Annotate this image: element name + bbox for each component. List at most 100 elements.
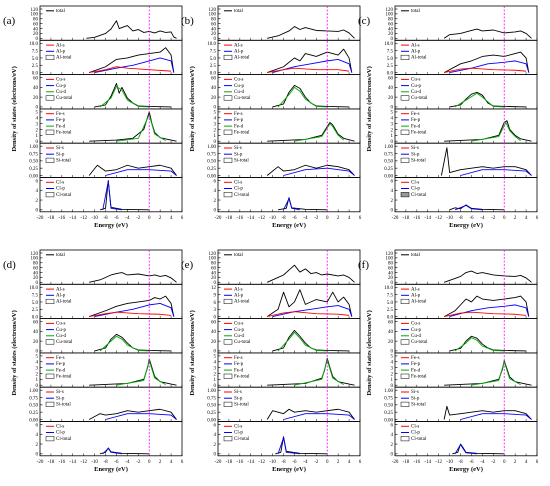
y-tick-label: 100 bbox=[209, 13, 217, 18]
y-tick-label: 40 bbox=[388, 271, 394, 276]
x-tick-label: 0 bbox=[148, 460, 151, 465]
legend-label: Fe-s bbox=[234, 112, 243, 117]
y-tick-label: 0 bbox=[391, 453, 394, 458]
y-tick-label: 0.25 bbox=[29, 411, 38, 416]
legend-label: Si-p bbox=[234, 396, 243, 401]
y-tick-label: 0.50 bbox=[384, 160, 393, 165]
y-tick-label: 1.00 bbox=[29, 145, 38, 150]
series-line-si-total bbox=[266, 164, 355, 176]
series-line-cu-d bbox=[454, 92, 505, 108]
x-tick-label: -2 bbox=[136, 460, 141, 465]
x-tick-label: -12 bbox=[80, 216, 87, 221]
x-tick-label: 0 bbox=[148, 216, 151, 221]
x-tick-label: 6 bbox=[359, 216, 362, 221]
legend-label: total bbox=[234, 9, 243, 14]
legend-label: Cu-s bbox=[234, 78, 244, 83]
series-line-cl-p bbox=[283, 198, 300, 211]
y-axis-label: Density of states (electrons/eV) bbox=[366, 66, 373, 151]
legend-label: Cl-total bbox=[56, 193, 72, 198]
series-line-si-p bbox=[283, 413, 355, 420]
y-tick-label: 0.25 bbox=[207, 411, 216, 416]
x-tick-label: -16 bbox=[237, 460, 244, 465]
y-tick-label: 0.00 bbox=[29, 174, 38, 179]
x-tick-label: -8 bbox=[281, 460, 286, 465]
legend-swatch bbox=[400, 436, 410, 442]
x-tick-label: -14 bbox=[424, 460, 431, 465]
legend-swatch bbox=[45, 436, 55, 442]
legend-label: Al-p bbox=[411, 50, 421, 55]
x-tick-label: 0 bbox=[503, 216, 506, 221]
x-tick-label: -12 bbox=[80, 460, 87, 465]
y-tick-label: 6 bbox=[36, 179, 39, 184]
y-tick-label: 2 bbox=[391, 199, 394, 204]
x-tick-label: -4 bbox=[303, 216, 308, 221]
x-tick-label: -4 bbox=[303, 460, 308, 465]
subplot-al-total: 0 3 6 9 12 Al-s Al-pAl-total bbox=[211, 283, 361, 320]
series-line-si-total bbox=[443, 405, 532, 420]
y-tick-label: 0.50 bbox=[207, 160, 216, 165]
y-tick-label: 0 bbox=[391, 384, 394, 389]
legend-label: Fe-p bbox=[56, 118, 66, 123]
legend-label: total bbox=[411, 253, 420, 258]
y-tick-label: 2 bbox=[391, 372, 394, 377]
series-line-cl-p bbox=[277, 437, 300, 455]
y-axis-label: Density of states (electrons/eV) bbox=[11, 66, 18, 151]
y-tick-label: 1 bbox=[36, 134, 39, 139]
x-tick-label: -10 bbox=[269, 460, 276, 465]
y-tick-label: 0.75 bbox=[384, 152, 393, 157]
y-tick-label: 0.25 bbox=[207, 167, 216, 172]
x-tick-label: -16 bbox=[237, 216, 244, 221]
series-line-si-total bbox=[266, 408, 355, 420]
y-tick-label: 120 bbox=[31, 8, 39, 13]
x-tick-label: -16 bbox=[414, 460, 421, 465]
x-tick-label: 4 bbox=[348, 460, 351, 465]
y-axis-label: Density of states (electrons/eV) bbox=[189, 310, 196, 395]
y-tick-label: 6 bbox=[391, 423, 394, 428]
subplot-cu-total: 0 20 40 60 Cu-sCu-pCu-dCu-total bbox=[388, 318, 538, 355]
subplot-frame bbox=[217, 177, 361, 213]
legend-label: Fe-total bbox=[56, 131, 72, 136]
legend-label: Cl-p bbox=[56, 431, 65, 436]
legend-label: Cl-s bbox=[411, 425, 419, 430]
legend-swatch bbox=[45, 192, 55, 198]
series-line-cu-total bbox=[272, 84, 350, 108]
y-tick-label: 0 bbox=[214, 453, 217, 458]
series-line-al-total bbox=[88, 47, 175, 74]
legend-label: Si-p bbox=[56, 396, 65, 401]
y-tick-label: 0 bbox=[214, 140, 217, 145]
x-tick-label: -10 bbox=[446, 460, 453, 465]
legend-swatch bbox=[400, 401, 410, 407]
y-tick-label: 0 bbox=[391, 140, 394, 145]
y-tick-label: 2 bbox=[214, 199, 217, 204]
legend-swatch bbox=[400, 129, 410, 135]
subplot-cl-total: 0 2 4 6 Cl-sCl-pCl-total bbox=[214, 421, 361, 458]
subplot-cu-total: 0 20 40 60 Cu-sCu-pCu-dCu-total bbox=[211, 318, 361, 355]
legend-label: total bbox=[56, 253, 65, 258]
y-tick-label: 1.00 bbox=[384, 389, 393, 394]
x-tick-label: -16 bbox=[414, 216, 421, 221]
y-tick-label: 2.5 bbox=[387, 308, 394, 313]
y-tick-label: 5 bbox=[214, 355, 217, 360]
x-tick-label: 2 bbox=[514, 460, 517, 465]
x-tick-label: 4 bbox=[525, 216, 528, 221]
y-tick-label: 7.5 bbox=[387, 293, 394, 298]
legend-swatch bbox=[45, 373, 55, 379]
series-line-al-total bbox=[443, 295, 530, 317]
legend-label: Al-p bbox=[234, 294, 244, 299]
series-line-si-p bbox=[460, 413, 532, 420]
y-tick-label: 40 bbox=[388, 330, 394, 335]
legend-label: Al-total bbox=[234, 300, 250, 305]
legend-label: Cu-total bbox=[56, 340, 73, 345]
y-tick-label: 5 bbox=[214, 111, 217, 116]
x-tick-label: -14 bbox=[69, 216, 76, 221]
series-line-si-p bbox=[105, 169, 177, 176]
y-tick-label: 0.00 bbox=[384, 174, 393, 179]
legend-label: Cl-s bbox=[56, 425, 64, 430]
y-tick-label: 120 bbox=[386, 8, 394, 13]
y-tick-label: 0 bbox=[391, 106, 394, 111]
